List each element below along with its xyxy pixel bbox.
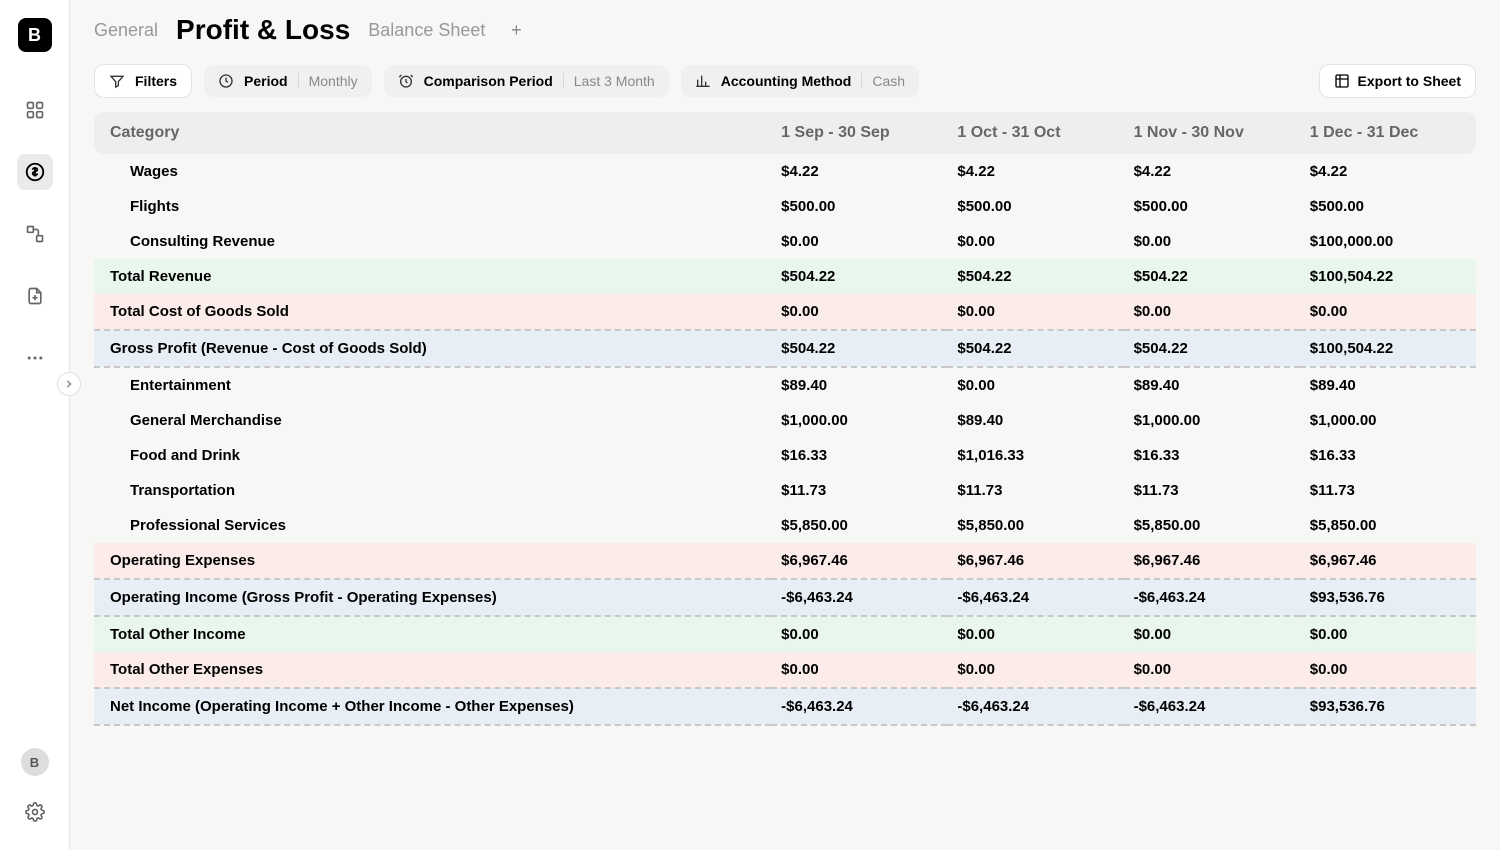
- table-row[interactable]: Food and Drink$16.33$1,016.33$16.33$16.3…: [94, 438, 1476, 473]
- table-row-operating-income[interactable]: Operating Income (Gross Profit - Operati…: [94, 579, 1476, 616]
- method-selector[interactable]: Accounting Method Cash: [681, 65, 919, 97]
- avatar[interactable]: B: [21, 748, 49, 776]
- nav-finance-icon[interactable]: [17, 154, 53, 190]
- filters-button[interactable]: Filters: [94, 64, 192, 98]
- col-dec: 1 Dec - 31 Dec: [1300, 112, 1476, 154]
- export-label: Export to Sheet: [1358, 73, 1461, 89]
- method-value: Cash: [872, 73, 905, 89]
- comparison-value: Last 3 Month: [574, 73, 655, 89]
- clock-icon: [218, 73, 234, 89]
- separator: [861, 73, 862, 89]
- settings-icon[interactable]: [17, 794, 53, 830]
- period-label: Period: [244, 73, 288, 89]
- method-label: Accounting Method: [721, 73, 852, 89]
- table-row-other-income[interactable]: Total Other Income$0.00$0.00$0.00$0.00: [94, 616, 1476, 652]
- table-row[interactable]: Entertainment$89.40$0.00$89.40$89.40: [94, 367, 1476, 403]
- tab-balance-sheet[interactable]: Balance Sheet: [368, 20, 485, 41]
- col-sep: 1 Sep - 30 Sep: [771, 112, 947, 154]
- tab-add-button[interactable]: +: [503, 17, 529, 43]
- table-row-gross-profit[interactable]: Gross Profit (Revenue - Cost of Goods So…: [94, 330, 1476, 367]
- sidebar-expand-handle[interactable]: [57, 372, 81, 396]
- tab-profit-loss[interactable]: Profit & Loss: [176, 14, 350, 46]
- main-content: General Profit & Loss Balance Sheet + Fi…: [70, 0, 1500, 850]
- table-row[interactable]: Flights$500.00$500.00$500.00$500.00: [94, 189, 1476, 224]
- col-category: Category: [94, 112, 771, 154]
- logo[interactable]: B: [18, 18, 52, 52]
- comparison-selector[interactable]: Comparison Period Last 3 Month: [384, 65, 669, 97]
- table-row[interactable]: Transportation$11.73$11.73$11.73$11.73: [94, 473, 1476, 508]
- table-row-net-income[interactable]: Net Income (Operating Income + Other Inc…: [94, 688, 1476, 725]
- table-row-cogs[interactable]: Total Cost of Goods Sold$0.00$0.00$0.00$…: [94, 294, 1476, 330]
- col-nov: 1 Nov - 30 Nov: [1124, 112, 1300, 154]
- sheet-icon: [1334, 73, 1350, 89]
- table-row-other-expenses[interactable]: Total Other Expenses$0.00$0.00$0.00$0.00: [94, 652, 1476, 688]
- filter-icon: [109, 73, 125, 89]
- profit-loss-table: Category 1 Sep - 30 Sep 1 Oct - 31 Oct 1…: [94, 112, 1476, 726]
- table-row[interactable]: Consulting Revenue$0.00$0.00$0.00$100,00…: [94, 224, 1476, 259]
- nav-dashboard-icon[interactable]: [17, 92, 53, 128]
- table-row[interactable]: Wages$4.22$4.22$4.22$4.22: [94, 154, 1476, 189]
- export-button[interactable]: Export to Sheet: [1319, 64, 1476, 98]
- sidebar: B B: [0, 0, 70, 850]
- tab-general[interactable]: General: [94, 20, 158, 41]
- toolbar: Filters Period Monthly Comparison Period…: [70, 56, 1500, 112]
- alarm-icon: [398, 73, 414, 89]
- period-value: Monthly: [309, 73, 358, 89]
- nav-new-file-icon[interactable]: [17, 278, 53, 314]
- bars-icon: [695, 73, 711, 89]
- comparison-label: Comparison Period: [424, 73, 553, 89]
- nav-workflow-icon[interactable]: [17, 216, 53, 252]
- table-container: Category 1 Sep - 30 Sep 1 Oct - 31 Oct 1…: [70, 112, 1500, 726]
- nav-more-icon[interactable]: [17, 340, 53, 376]
- table-row[interactable]: General Merchandise$1,000.00$89.40$1,000…: [94, 403, 1476, 438]
- table-header-row: Category 1 Sep - 30 Sep 1 Oct - 31 Oct 1…: [94, 112, 1476, 154]
- table-row-total-revenue[interactable]: Total Revenue$504.22$504.22$504.22$100,5…: [94, 259, 1476, 294]
- filters-label: Filters: [135, 73, 177, 89]
- period-selector[interactable]: Period Monthly: [204, 65, 372, 97]
- col-oct: 1 Oct - 31 Oct: [947, 112, 1123, 154]
- table-row[interactable]: Professional Services$5,850.00$5,850.00$…: [94, 508, 1476, 543]
- sidebar-bottom: B: [17, 748, 53, 830]
- separator: [563, 73, 564, 89]
- nav-icons: [17, 92, 53, 376]
- table-row-operating-expenses[interactable]: Operating Expenses$6,967.46$6,967.46$6,9…: [94, 543, 1476, 579]
- separator: [298, 73, 299, 89]
- report-tabs: General Profit & Loss Balance Sheet +: [70, 0, 1500, 56]
